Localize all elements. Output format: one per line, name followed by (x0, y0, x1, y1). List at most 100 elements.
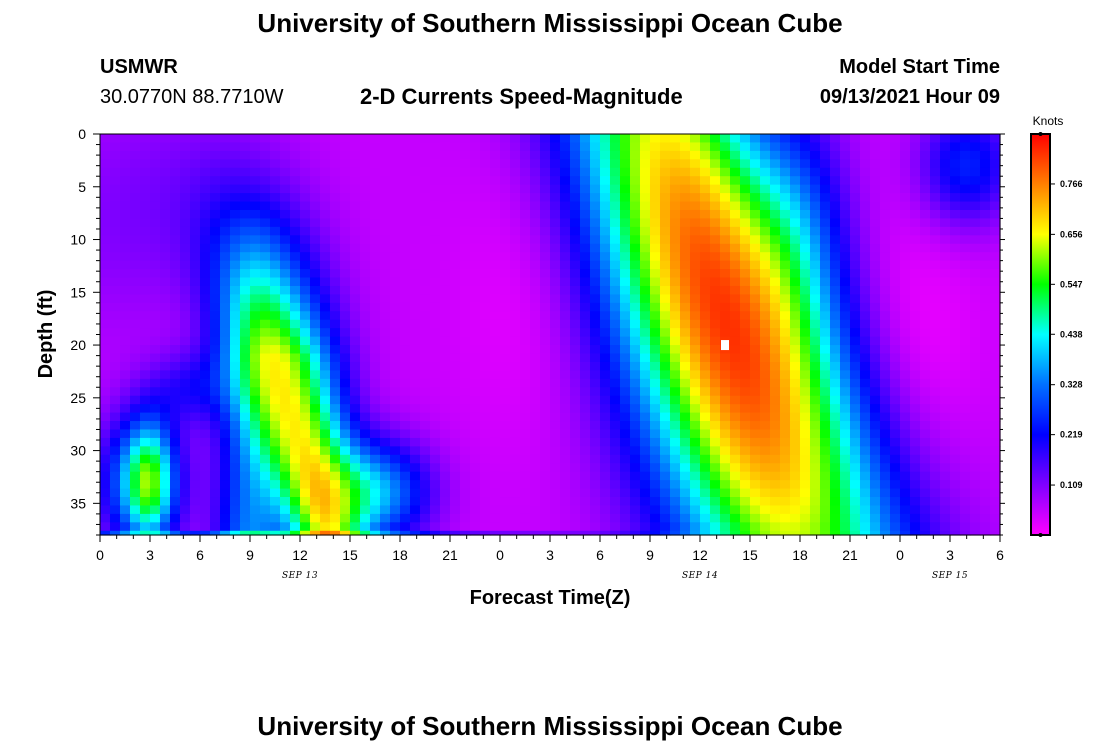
heatmap-cell (740, 370, 751, 380)
heatmap-cell (970, 412, 981, 422)
heatmap-cell (630, 361, 641, 371)
heatmap-cell (910, 480, 921, 490)
heatmap-cell (180, 497, 191, 507)
heatmap-cell (880, 235, 891, 245)
heatmap-cell (600, 176, 611, 186)
heatmap-cell (550, 260, 561, 270)
heatmap-cell (700, 218, 711, 228)
heatmap-cell (820, 412, 831, 422)
heatmap-cell (450, 159, 461, 169)
heatmap-cell (400, 328, 411, 338)
heatmap-cell (210, 336, 221, 346)
heatmap-cell (190, 167, 201, 177)
heatmap-cell (140, 159, 151, 169)
heatmap-cell (120, 437, 131, 447)
heatmap-cell (650, 488, 661, 498)
heatmap-cell (700, 201, 711, 211)
heatmap-cell (640, 497, 651, 507)
heatmap-cell (300, 269, 311, 279)
heatmap-cell (840, 201, 851, 211)
heatmap-cell (340, 319, 351, 329)
heatmap-cell (710, 488, 721, 498)
heatmap-cell (760, 235, 771, 245)
heatmap-cell (380, 134, 391, 144)
heatmap-cell (840, 294, 851, 304)
heatmap-cell (650, 319, 661, 329)
heatmap-cell (750, 302, 761, 312)
heatmap-cell (390, 530, 401, 536)
heatmap-cell (480, 294, 491, 304)
heatmap-cell (910, 412, 921, 422)
heatmap-cell (670, 277, 681, 287)
heatmap-cell (620, 277, 631, 287)
heatmap-cell (580, 421, 591, 431)
heatmap-cell (330, 395, 341, 405)
heatmap-cell (750, 176, 761, 186)
heatmap-cell (930, 463, 941, 473)
heatmap-cell (320, 530, 331, 536)
heatmap-cell (230, 285, 241, 295)
heatmap-cell (260, 429, 271, 439)
heatmap-cell (290, 404, 301, 414)
heatmap-cell (990, 294, 1001, 304)
heatmap-cell (500, 353, 511, 363)
heatmap-cell (110, 319, 121, 329)
heatmap-cell (730, 505, 741, 515)
heatmap-cell (400, 252, 411, 262)
heatmap-cell (920, 184, 931, 194)
heatmap-cell (970, 522, 981, 532)
heatmap-cell (850, 395, 861, 405)
heatmap-cell (410, 243, 421, 253)
heatmap-cell (430, 201, 441, 211)
heatmap-cell (940, 437, 951, 447)
heatmap-cell (250, 421, 261, 431)
heatmap-cell (180, 142, 191, 152)
heatmap-cell (590, 209, 601, 220)
heatmap-cell (530, 463, 541, 473)
heatmap-cell (270, 311, 281, 321)
heatmap-cell (830, 176, 841, 186)
heatmap-cell (920, 328, 931, 338)
heatmap-cell (970, 429, 981, 439)
heatmap-cell (680, 176, 691, 186)
heatmap-cell (540, 471, 551, 481)
heatmap-cell (500, 378, 511, 388)
heatmap-cell (310, 387, 321, 397)
heatmap-cell (790, 446, 801, 456)
heatmap-cell (550, 437, 561, 447)
heatmap-cell (480, 471, 491, 481)
heatmap-cell (480, 463, 491, 473)
heatmap-cell (900, 530, 911, 536)
heatmap-cell (760, 336, 771, 346)
heatmap-cell (560, 209, 571, 220)
heatmap-cell (240, 412, 251, 422)
heatmap-cell (670, 530, 681, 536)
heatmap-cell (250, 269, 261, 279)
heatmap-cell (640, 505, 651, 515)
heatmap-cell (870, 311, 881, 321)
heatmap-cell (210, 328, 221, 338)
heatmap-cell (350, 226, 361, 236)
heatmap-cell (100, 345, 111, 355)
heatmap-cell (700, 387, 711, 397)
heatmap-cell (770, 311, 781, 321)
heatmap-cell (460, 488, 471, 498)
heatmap-cell (860, 387, 871, 397)
heatmap-cell (790, 395, 801, 405)
heatmap-cell (970, 454, 981, 464)
heatmap-cell (550, 412, 561, 422)
heatmap-cell (280, 336, 291, 346)
heatmap-cell (680, 497, 691, 507)
heatmap-cell (160, 353, 171, 363)
heatmap-cell (880, 463, 891, 473)
heatmap-cell (300, 328, 311, 338)
heatmap-cell (960, 167, 971, 177)
heatmap-cell (390, 488, 401, 498)
heatmap-cell (650, 421, 661, 431)
heatmap-cell (450, 269, 461, 279)
heatmap-cell (440, 201, 451, 211)
heatmap-cell (940, 150, 951, 160)
heatmap-cell (670, 302, 681, 312)
heatmap-cell (540, 378, 551, 388)
heatmap-cell (110, 269, 121, 279)
